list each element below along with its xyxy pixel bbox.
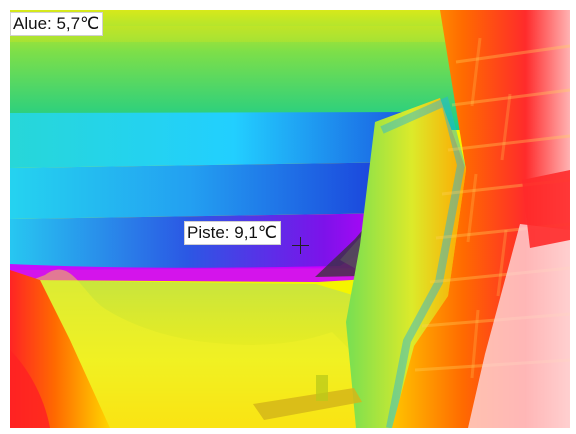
spot-temperature-label: Piste: 9,1℃ xyxy=(184,221,281,245)
thermal-image xyxy=(10,10,570,428)
thermal-image-graphic xyxy=(10,10,570,428)
crosshair-icon xyxy=(292,237,309,254)
area-temperature-label: Alue: 5,7℃ xyxy=(10,12,104,36)
